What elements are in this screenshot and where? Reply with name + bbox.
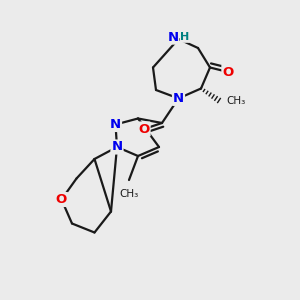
Text: N: N xyxy=(111,140,123,154)
Text: CH₃: CH₃ xyxy=(119,189,139,199)
Text: N: N xyxy=(173,92,184,105)
Text: N: N xyxy=(167,31,178,44)
Text: O: O xyxy=(222,65,234,79)
Text: O: O xyxy=(56,193,67,206)
Text: N: N xyxy=(110,118,121,131)
Text: CH₃: CH₃ xyxy=(226,95,246,106)
Text: H: H xyxy=(180,32,189,43)
Text: O: O xyxy=(138,122,150,136)
